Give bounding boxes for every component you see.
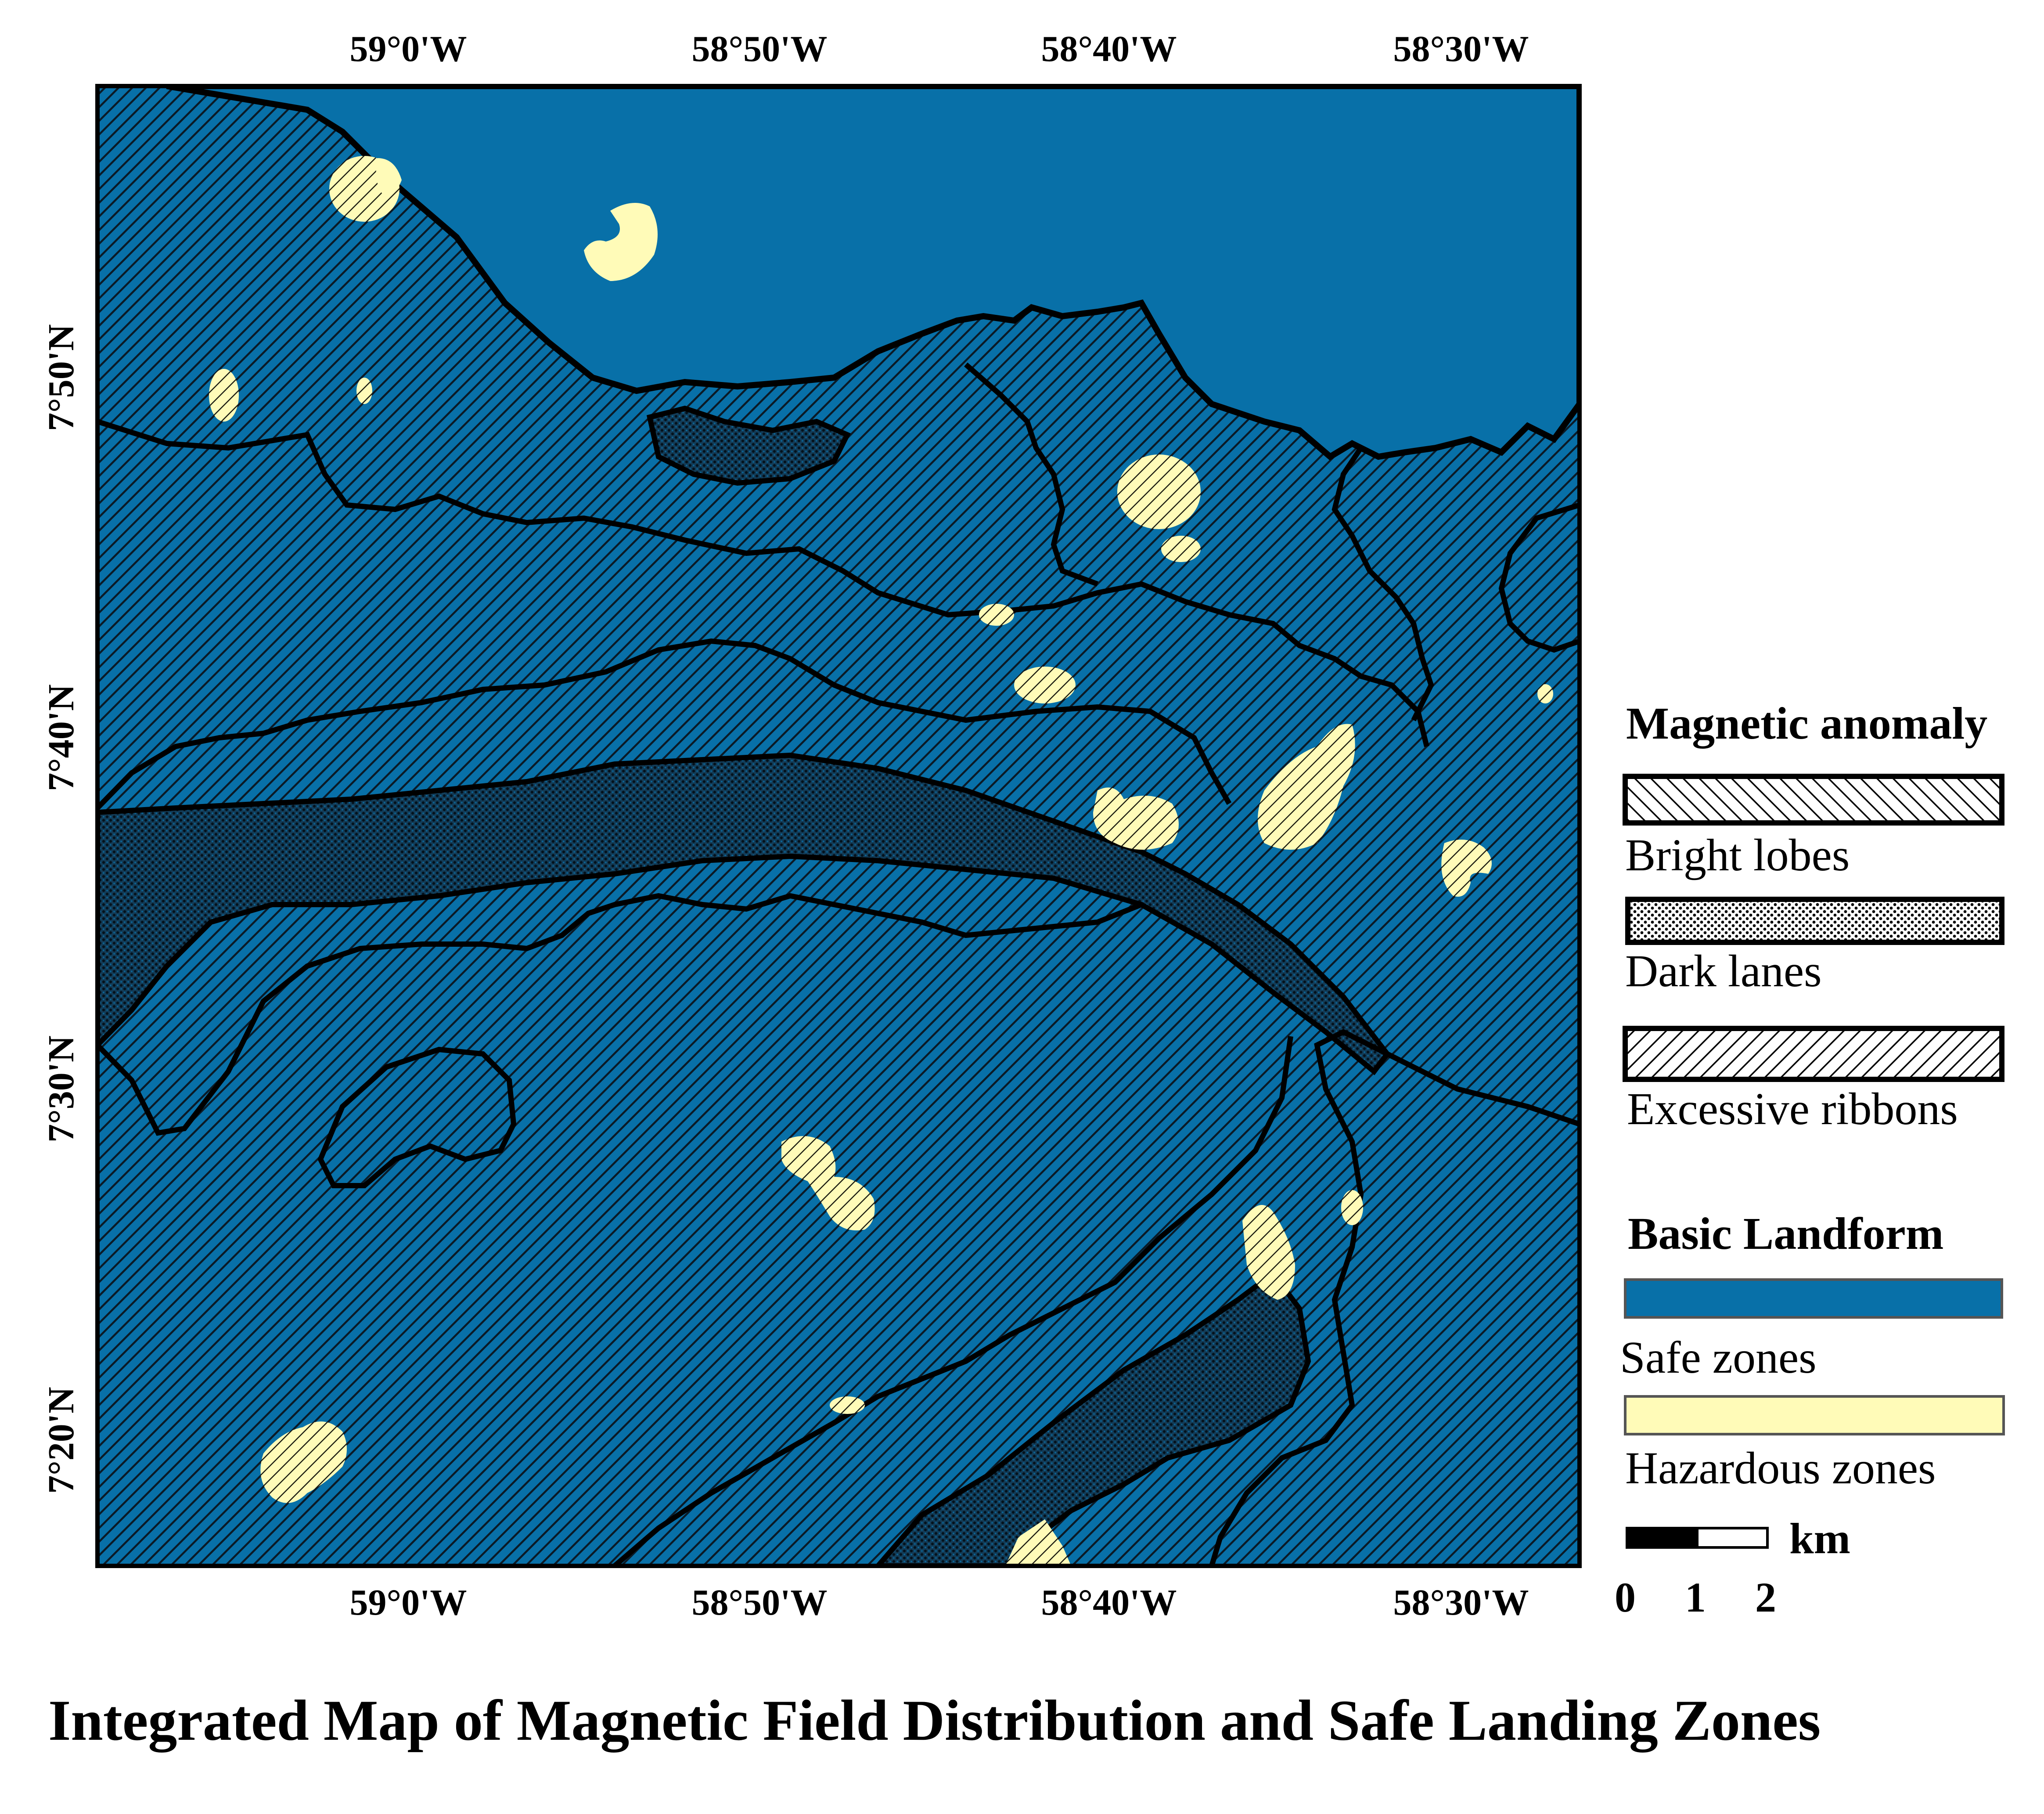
legend-heading-magnetic: Magnetic anomaly — [1626, 698, 1988, 749]
dark-lane-west — [97, 752, 1391, 1075]
longitude-label-top: 58°30'W — [1393, 29, 1529, 69]
hazard-zone — [781, 1136, 875, 1230]
longitude-label-top: 59°0'W — [349, 29, 467, 69]
longitude-label-bottom: 58°30'W — [1393, 1582, 1529, 1623]
landform-boundaries — [97, 362, 1580, 1566]
hazard-zone — [209, 369, 239, 422]
hazard-zone — [1441, 840, 1492, 897]
legend-swatch-dark-lanes — [1625, 897, 2004, 945]
scale-bar-tick-label: 0 — [1615, 1574, 1636, 1621]
hazard-zone — [1117, 454, 1201, 529]
longitude-label-bottom: 59°0'W — [349, 1582, 467, 1623]
hazard-zone — [376, 158, 402, 194]
legend-swatch-excessive-ribbons — [1623, 1026, 2004, 1082]
hazard-zone — [979, 604, 1014, 626]
scale-bar-unit: km — [1789, 1514, 1850, 1563]
hazard-zone — [1341, 1190, 1363, 1225]
longitude-label-bottom: 58°50'W — [691, 1582, 828, 1623]
legend-swatch-bright-lobes — [1623, 774, 2004, 826]
hazard-zone — [1005, 1519, 1071, 1566]
longitude-label-top: 58°50'W — [691, 29, 828, 69]
hazard-zone — [1014, 667, 1076, 703]
latitude-label: 7°30'N — [41, 1035, 82, 1143]
scale-bar — [1626, 1527, 1769, 1549]
longitude-label-top: 58°40'W — [1041, 29, 1177, 69]
map-border — [95, 84, 1582, 1568]
hazard-zone — [1161, 536, 1201, 562]
dark-lane-southeast — [874, 1269, 1311, 1566]
hazard-zone — [356, 378, 372, 404]
legend-swatch-safe-zones — [1624, 1278, 2003, 1319]
hazard-zone — [830, 1396, 865, 1414]
legend-label-safe-zones: Safe zones — [1620, 1332, 1817, 1383]
legend-label-hazardous-zones: Hazardous zones — [1625, 1443, 1936, 1493]
legend-heading-landform: Basic Landform — [1628, 1208, 1944, 1259]
latitude-label: 7°50'N — [41, 324, 82, 431]
latitude-label: 7°40'N — [41, 684, 82, 791]
latitude-label: 7°20'N — [41, 1387, 82, 1494]
scale-bar-tick-label: 2 — [1755, 1574, 1776, 1621]
scale-bar-tick-label: 1 — [1685, 1574, 1706, 1621]
hazard-zone — [1242, 1205, 1295, 1300]
longitude-label-bottom: 58°40'W — [1041, 1582, 1177, 1623]
legend-label-excessive-ribbons: Excessive ribbons — [1627, 1084, 1958, 1134]
hazard-zone — [1537, 684, 1553, 703]
hazard-zone — [1258, 724, 1355, 850]
hazard-zone — [584, 203, 658, 281]
legend-label-dark-lanes: Dark lanes — [1625, 946, 1822, 996]
hazardous-zones — [209, 156, 1553, 1566]
map-title: Integrated Map of Magnetic Field Distrib… — [48, 1688, 1821, 1753]
dark-lane-north — [646, 405, 851, 486]
legend-swatch-hazardous-zones — [1624, 1395, 2005, 1435]
legend-label-bright-lobes: Bright lobes — [1625, 830, 1850, 880]
hazard-zone — [1093, 787, 1179, 850]
hazard-zone — [260, 1421, 347, 1503]
safe-zone-area — [166, 86, 1580, 461]
